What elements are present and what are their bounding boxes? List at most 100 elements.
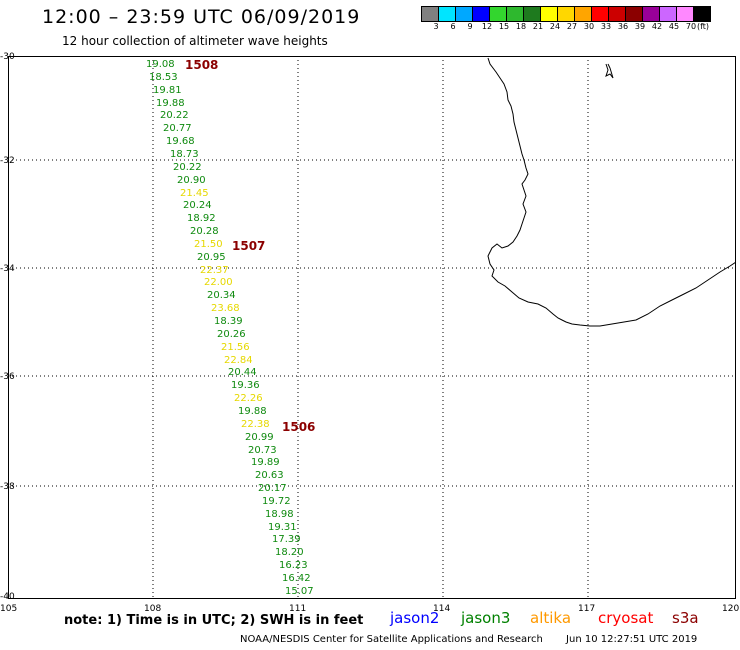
color-scale-bar	[421, 6, 711, 22]
wave-height-value: 20.90	[177, 175, 206, 186]
wave-height-value: 19.88	[238, 406, 267, 417]
legend-altika: altika	[530, 609, 572, 627]
wave-height-value: 20.26	[217, 329, 246, 340]
color-scale-label: 33	[600, 22, 612, 31]
color-swatch	[489, 6, 507, 22]
color-scale-label: 15	[498, 22, 510, 31]
map-plot-area	[8, 56, 736, 599]
longitude-label: 105	[0, 604, 18, 614]
pass-number: 1507	[232, 239, 266, 253]
wave-height-value: 19.72	[262, 496, 291, 507]
wave-height-value: 22.84	[224, 355, 253, 366]
pass-number: 1506	[282, 420, 316, 434]
color-scale-label: 36	[617, 22, 629, 31]
wave-height-value: 19.31	[268, 522, 297, 533]
wave-height-value: 20.22	[160, 110, 189, 121]
color-scale-label: 12	[481, 22, 493, 31]
pass-number: 1508	[185, 58, 219, 72]
latitude-label: -34	[0, 264, 15, 274]
wave-height-value: 18.20	[275, 547, 304, 558]
wave-height-value: 22.37	[200, 265, 229, 276]
color-scale-label: 39	[634, 22, 646, 31]
latitude-label: -36	[0, 372, 15, 382]
australia-coastline	[487, 57, 736, 327]
wave-height-value: 20.22	[173, 162, 202, 173]
color-scale-labels: 3 6 9 12 15 18 21 24 27 30 33 36 39 42 45 70 (ft)	[421, 22, 740, 34]
wave-height-value: 16.23	[279, 560, 308, 571]
chart-title: 12:00 – 23:59 UTC 06/09/2019	[42, 6, 361, 28]
wave-height-value: 20.17	[258, 483, 287, 494]
color-swatch	[540, 6, 558, 22]
wave-height-value: 20.77	[163, 123, 192, 134]
wave-height-value: 20.34	[207, 290, 236, 301]
wave-height-value: 18.73	[170, 149, 199, 160]
inland-marker	[605, 63, 614, 79]
wave-height-value: 20.95	[197, 252, 226, 263]
color-swatch	[523, 6, 541, 22]
color-swatch	[693, 6, 711, 22]
wave-height-value: 20.73	[248, 445, 277, 456]
wave-height-value: 19.08	[146, 59, 175, 70]
longitude-label: 108	[144, 604, 162, 614]
latitude-label: -32	[0, 156, 15, 166]
wave-height-value: 17.39	[272, 534, 301, 545]
color-swatch	[574, 6, 592, 22]
color-swatch	[625, 6, 643, 22]
chart-subtitle: 12 hour collection of altimeter wave hei…	[62, 34, 328, 48]
wave-height-value: 18.98	[265, 509, 294, 520]
color-swatch	[608, 6, 626, 22]
wave-height-value: 22.38	[241, 419, 270, 430]
wave-height-value: 18.39	[214, 316, 243, 327]
credit-text: NOAA/NESDIS Center for Satellite Applica…	[240, 634, 543, 645]
latitude-label: -38	[0, 482, 15, 492]
color-swatch	[642, 6, 660, 22]
longitude-label: 117	[578, 604, 596, 614]
wave-height-value: 20.28	[190, 226, 219, 237]
color-swatch	[421, 6, 439, 22]
wave-height-value: 19.36	[231, 380, 260, 391]
longitude-label: 111	[289, 604, 307, 614]
legend-cryosat: cryosat	[598, 609, 654, 627]
color-scale-label: 3	[433, 22, 439, 31]
color-swatch	[591, 6, 609, 22]
color-swatch	[438, 6, 456, 22]
color-scale-label: 9	[467, 22, 473, 31]
color-swatch	[506, 6, 524, 22]
wave-height-value: 15.07	[285, 586, 314, 597]
wave-height-value: 20.99	[245, 432, 274, 443]
footnote: note: 1) Time is in UTC; 2) SWH is in fe…	[64, 613, 364, 628]
legend-jason2: jason2	[390, 609, 440, 627]
wave-height-value: 16.42	[282, 573, 311, 584]
wave-height-value: 20.24	[183, 200, 212, 211]
color-scale-label: 30	[583, 22, 595, 31]
color-swatch	[676, 6, 694, 22]
color-swatch	[557, 6, 575, 22]
longitude-label: 120	[722, 604, 740, 614]
wave-height-value: 19.68	[166, 136, 195, 147]
color-scale-label: 70	[685, 22, 697, 31]
color-scale-label: 45	[668, 22, 680, 31]
color-swatch	[472, 6, 490, 22]
wave-height-value: 22.26	[234, 393, 263, 404]
credit-footer: NOAA/NESDIS Center for Satellite Applica…	[240, 634, 717, 645]
color-scale-label: 27	[566, 22, 578, 31]
wave-height-value: 19.89	[251, 457, 280, 468]
latitude-label: -30	[0, 52, 15, 62]
latitude-label: -40	[0, 592, 15, 602]
longitude-label: 114	[433, 604, 451, 614]
wave-height-value: 21.45	[180, 188, 209, 199]
wave-height-value: 21.56	[221, 342, 250, 353]
wave-height-value: 18.53	[149, 72, 178, 83]
generated-timestamp: Jun 10 12:27:51 UTC 2019	[566, 634, 698, 645]
wave-height-value: 23.68	[211, 303, 240, 314]
color-swatch	[659, 6, 677, 22]
wave-height-value: 22.00	[204, 277, 233, 288]
wave-height-value: 19.88	[156, 98, 185, 109]
color-scale-unit: (ft)	[697, 22, 710, 31]
color-swatch	[455, 6, 473, 22]
wave-height-value: 20.44	[228, 367, 257, 378]
color-scale-label: 42	[651, 22, 663, 31]
color-scale-label: 18	[515, 22, 527, 31]
legend-s3a: s3a	[672, 609, 699, 627]
color-scale-label: 24	[549, 22, 561, 31]
